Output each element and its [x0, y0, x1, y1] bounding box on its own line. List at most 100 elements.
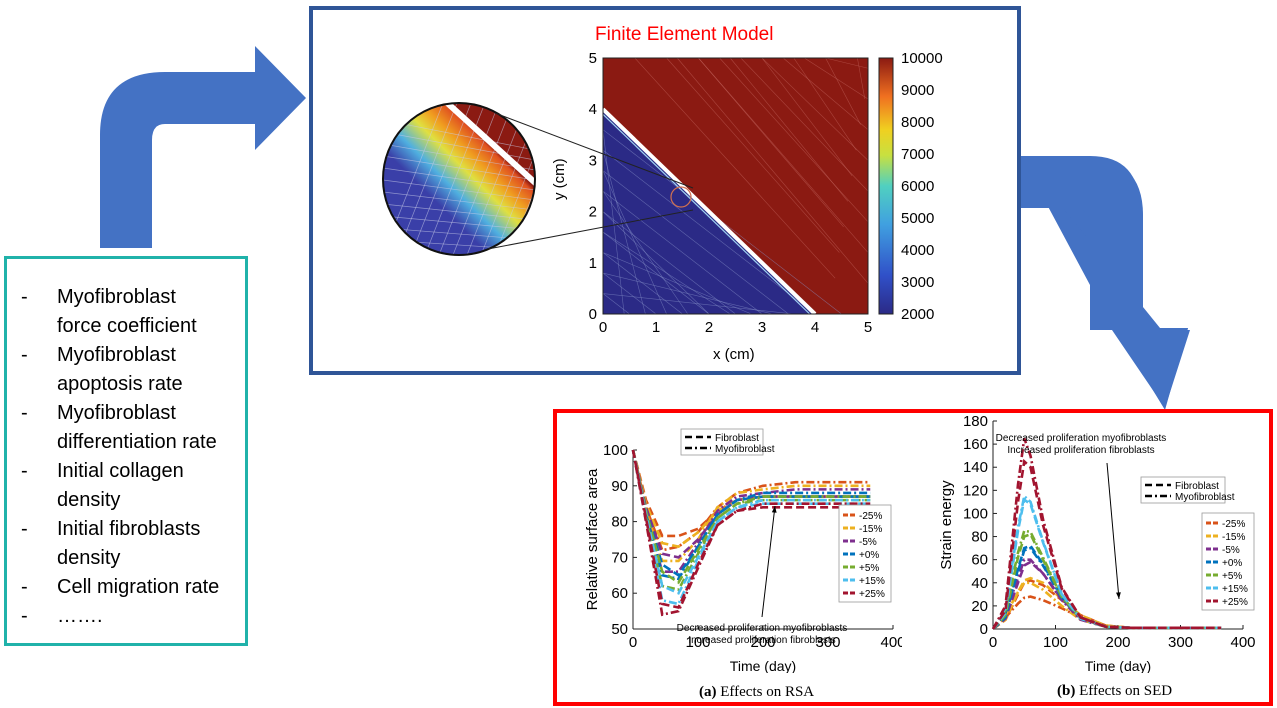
caption-a: (a) Effects on RSA — [699, 684, 815, 700]
annotation-arrow-shaft — [1106, 462, 1120, 600]
fem-ytick: 2 — [589, 204, 597, 221]
chart-ytick-label: 40 — [971, 575, 988, 592]
fem-colorbar-tick: 7000 — [901, 146, 934, 163]
chart-ytick-label: 20 — [971, 598, 988, 615]
fem-colorbar-tick: 5000 — [901, 210, 934, 227]
chart-xlabel: Time (day) — [730, 658, 796, 673]
fem-colorbar — [878, 57, 894, 315]
style-legend-fibroblast: Fibroblast — [1175, 481, 1219, 492]
series-line-fibroblast — [992, 579, 1222, 631]
chart-annotation: Increased proliferation fibroblasts — [1007, 445, 1154, 456]
parameter-text: Myofibroblast force coefficient — [57, 286, 197, 337]
parameter-text: Myofibroblast apoptosis rate — [57, 344, 183, 395]
fem-ytick: 0 — [589, 306, 597, 323]
series-line-myofibroblast — [992, 595, 1222, 630]
chart-ytick-label: 70 — [611, 549, 628, 566]
parameter-item: - ……. — [21, 602, 245, 631]
series-line-fibroblast — [992, 576, 1222, 631]
parameter-text: ……. — [57, 605, 103, 627]
fem-zoom-marker — [670, 186, 692, 208]
chart-ylabel: Strain energy — [938, 480, 955, 570]
fem-axes-frame — [602, 57, 869, 315]
chart-ytick-label: 100 — [603, 442, 628, 459]
series-line-myofibroblast — [631, 449, 871, 606]
chart-ytick-label: 0 — [980, 621, 988, 638]
parameter-dash: - — [21, 605, 28, 627]
chart-sed: 0 100 200 300 400180160140120100806040200Tim… — [938, 413, 1256, 673]
annotation-arrow-head — [771, 506, 777, 513]
chart-xtick-label: 400 — [880, 634, 902, 651]
parameter-dash: - — [21, 402, 28, 424]
fem-wound-line — [601, 107, 817, 316]
chart-xtick-label: 100 — [1043, 634, 1068, 651]
series-line-myofibroblast — [631, 449, 871, 617]
chart-rsa: 0 100 200 300 400 100 90 80 70 60 50 Time (day) Rela… — [584, 428, 902, 673]
fem-ytick: 4 — [589, 101, 597, 118]
style-legend-box — [680, 428, 764, 456]
fem-ylabel: y (cm) — [551, 158, 568, 200]
color-legend-label: +15% — [1222, 584, 1248, 595]
parameter-text: Initial collagen density — [57, 460, 184, 511]
chart-ytick-label: 100 — [963, 505, 988, 522]
parameter-text: Cell migration rate — [57, 576, 220, 598]
parameter-item: - Myofibroblast force coefficient — [21, 283, 245, 341]
color-legend-label: -15% — [859, 524, 882, 535]
parameter-dash: - — [21, 460, 28, 482]
fem-colorbar-tick: 9000 — [901, 82, 934, 99]
fem-colorbar-tick: 8000 — [901, 114, 934, 131]
series-line-myofibroblast — [991, 437, 1222, 630]
fem-xtick: 3 — [758, 319, 766, 336]
chart-xtick-label: 200 — [750, 634, 775, 651]
color-legend-label: +25% — [1222, 597, 1248, 608]
series-line-myofibroblast — [631, 449, 871, 574]
fem-ytick: 3 — [589, 152, 597, 169]
chart-annotation: Decreased proliferation myofibroblasts — [677, 623, 848, 634]
parameter-dash: - — [21, 576, 28, 598]
parameter-item: - Myofibroblast differentiation rate — [21, 399, 245, 457]
fem-zoom-border — [382, 102, 536, 256]
chart-xtick-label: 100 — [685, 634, 710, 651]
parameter-item: - Cell migration rate — [21, 573, 245, 602]
fem-xtick: 1 — [652, 319, 660, 336]
chart-xtick-label: 300 — [815, 634, 840, 651]
series-line-myofibroblast — [992, 581, 1222, 630]
fem-xtick: 5 — [864, 319, 872, 336]
results-panel: 0 100 200 300 400 100 90 80 70 60 50 Time (day) Rela… — [553, 409, 1273, 706]
chart-ytick-label: 80 — [611, 514, 628, 531]
color-legend-label: +5% — [859, 563, 879, 574]
fem-xlabel: x (cm) — [713, 346, 755, 363]
parameter-dash: - — [21, 286, 28, 308]
chart-xtick-label: 400 — [1230, 634, 1255, 651]
chart-ytick-label: 50 — [611, 621, 628, 638]
series-line-fibroblast — [992, 532, 1222, 630]
fem-colorbar-tick: 6000 — [901, 178, 934, 195]
fem-ytick: 5 — [589, 50, 597, 67]
fem-ytick: 1 — [589, 255, 597, 272]
chart-ytick-label: 180 — [963, 413, 988, 430]
fem-xtick: 0 — [599, 319, 607, 336]
fem-wound-edge — [602, 113, 811, 315]
chart-ytick-label: 120 — [963, 482, 988, 499]
chart-ytick-label: 80 — [971, 529, 988, 546]
chart-ytick-label: 60 — [611, 585, 628, 602]
chart-ytick-label: 160 — [963, 436, 988, 453]
style-legend-myofibroblast: Myofibroblast — [715, 444, 775, 455]
finite-element-model-panel: Finite Element Model 0 1 2 3 4 5 0 1 2 3 4 5 10000 90… — [309, 6, 1021, 375]
color-legend-label: +15% — [859, 576, 885, 587]
parameter-dash: - — [21, 518, 28, 540]
color-legend-label: -25% — [859, 511, 882, 522]
color-legend-label: +0% — [1222, 558, 1242, 569]
parameter-text: Initial fibroblasts density — [57, 518, 201, 569]
series-line-fibroblast — [992, 544, 1222, 630]
chart-ytick-label: 90 — [611, 478, 628, 495]
style-legend-fibroblast: Fibroblast — [715, 433, 759, 444]
color-legend-label: -5% — [1222, 545, 1240, 556]
color-legend-label: +25% — [859, 589, 885, 600]
series-line-myofibroblast — [631, 449, 871, 581]
chart-xtick-label: 300 — [1168, 634, 1193, 651]
series-line-myofibroblast — [991, 558, 1222, 630]
parameter-item: - Initial fibroblasts density — [21, 515, 245, 573]
annotation-arrow-head — [1116, 592, 1121, 599]
chart-annotation: Increased proliferation fibroblasts — [688, 635, 835, 646]
